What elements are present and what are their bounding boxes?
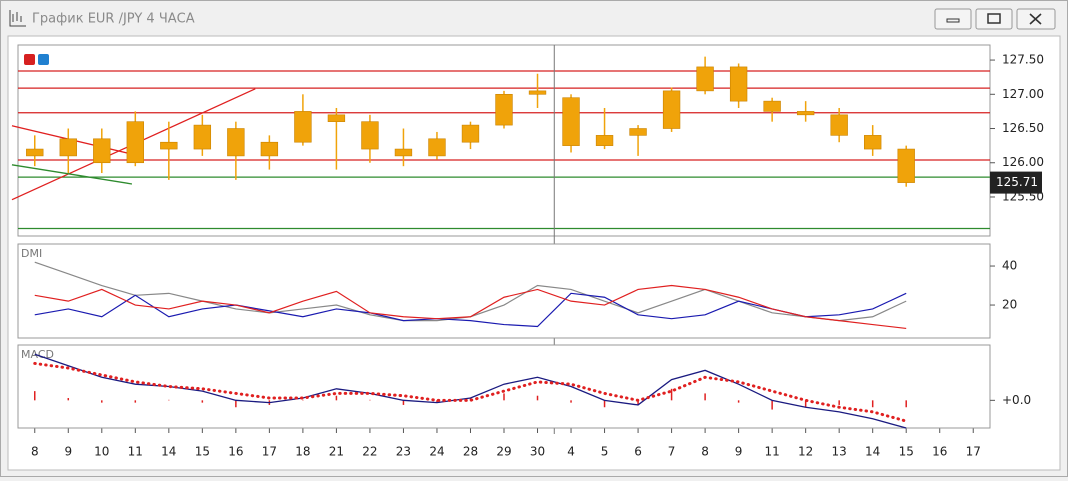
x-tick-label: 29 [496, 445, 511, 459]
x-tick-label: 17 [262, 445, 277, 459]
candle-body [897, 148, 915, 183]
candle-body [864, 135, 882, 150]
x-tick-label: 7 [668, 445, 676, 459]
x-tick-label: 23 [396, 445, 411, 459]
legend-icon-blue[interactable] [38, 54, 49, 65]
candle-body [260, 141, 279, 157]
candle-body [394, 148, 413, 157]
x-tick-label: 30 [530, 445, 545, 459]
window-title: График EUR /JPY 4 ЧАСА [32, 12, 195, 27]
x-tick-label: 18 [295, 445, 310, 459]
trend-line [11, 164, 133, 185]
app-icon [9, 10, 26, 27]
x-tick-label: 15 [899, 445, 914, 459]
signal-line [33, 361, 908, 423]
candle-body [696, 66, 714, 92]
candle-body [294, 111, 312, 143]
x-tick-label: 12 [798, 445, 813, 459]
y-tick-label: 20 [1002, 298, 1017, 312]
x-tick-label: 13 [832, 445, 847, 459]
x-tick-label: 4 [567, 445, 575, 459]
dmi-line [34, 284, 907, 330]
x-tick-label: 5 [601, 445, 609, 459]
pane [17, 44, 991, 237]
x-tick-label: 17 [966, 445, 981, 459]
x-tick-label: 16 [932, 445, 947, 459]
candle-body [26, 148, 44, 157]
candle-body [327, 114, 346, 122]
x-tick-label: 9 [64, 445, 72, 459]
x-tick-label: 16 [228, 445, 243, 459]
candle-body [59, 138, 77, 157]
close-icon [1029, 13, 1042, 25]
price-label-box [990, 171, 1042, 194]
maximize-button[interactable] [975, 8, 1013, 30]
candle-body [528, 90, 547, 95]
y-tick-label: 127.50 [1002, 53, 1044, 67]
x-tick-label: 11 [764, 445, 779, 459]
candle-body [662, 90, 681, 129]
y-tick-label: 127.00 [1002, 87, 1044, 101]
x-tick-label: 14 [865, 445, 880, 459]
candle-body [227, 128, 245, 157]
candle-body [193, 124, 212, 150]
x-tick-label: 10 [94, 445, 109, 459]
window-buttons[interactable] [934, 8, 1056, 30]
x-tick-label: 28 [463, 445, 478, 459]
pane [17, 243, 991, 339]
x-tick-label: 8 [701, 445, 709, 459]
candle-body [595, 135, 614, 146]
legend-icon-red[interactable] [24, 54, 35, 65]
dmi-line [34, 292, 907, 328]
candle-body [562, 97, 580, 146]
x-tick-label: 15 [195, 445, 210, 459]
candle-body [428, 138, 446, 157]
maximize-icon [987, 13, 1001, 24]
candle-body [830, 114, 848, 136]
candle-body [160, 141, 178, 150]
current-price: 125.71 [996, 175, 1038, 189]
minimize-icon [946, 18, 960, 23]
candle-body [763, 100, 781, 112]
x-tick-label: 11 [128, 445, 143, 459]
y-tick-label: 40 [1002, 259, 1017, 273]
candle-body [729, 66, 748, 102]
candle-body [461, 124, 480, 143]
x-tick-label: 14 [161, 445, 176, 459]
candle-body [93, 138, 111, 164]
x-tick-label: 24 [429, 445, 444, 459]
candle-body [796, 111, 815, 116]
pane-title: DMI [21, 247, 42, 260]
candle-body [361, 121, 379, 150]
candle-body [495, 93, 513, 126]
candle-body [126, 121, 144, 164]
y-tick-label: 126.50 [1002, 121, 1044, 135]
y-tick-label: 126.00 [1002, 155, 1044, 169]
x-tick-label: 9 [735, 445, 743, 459]
x-tick-label: 21 [329, 445, 344, 459]
x-tick-label: 22 [362, 445, 377, 459]
candle-body [629, 128, 647, 136]
y-tick-label: +0.0 [1002, 393, 1031, 407]
x-tick-label: 8 [31, 445, 39, 459]
x-tick-label: 6 [634, 445, 642, 459]
